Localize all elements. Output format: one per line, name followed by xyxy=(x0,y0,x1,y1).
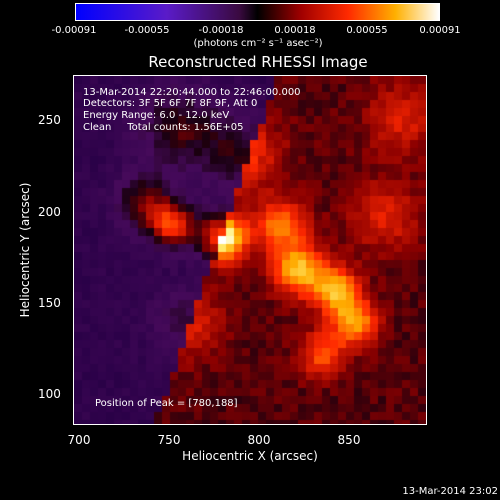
image-title: Reconstructed RHESSI Image xyxy=(148,53,368,71)
image-panel: 13-Mar-2014 22:20:44.000 to 22:46:00.000… xyxy=(73,75,427,425)
x-tick: 700 xyxy=(67,433,91,447)
y-tick: 100 xyxy=(38,387,61,401)
x-axis-label: Heliocentric X (arcsec) xyxy=(182,449,318,463)
method-counts-label: Clean Total counts: 1.56E+05 xyxy=(83,122,244,133)
colorbar-tick: 0.00055 xyxy=(346,25,388,36)
energy-range-label: Energy Range: 6.0 - 12.0 keV xyxy=(83,110,230,121)
y-tick: 200 xyxy=(38,205,61,219)
y-axis-label: Heliocentric Y (arcsec) xyxy=(18,182,32,318)
x-tick: 800 xyxy=(247,433,271,447)
peak-position-label: Position of Peak = [780,188] xyxy=(95,398,238,409)
y-tick: 150 xyxy=(38,296,61,310)
x-tick: 850 xyxy=(337,433,361,447)
colorbar-tick: 0.00091 xyxy=(419,25,461,36)
y-tick: 250 xyxy=(38,113,61,127)
colorbar-tick: 0.00018 xyxy=(274,25,316,36)
x-tick: 750 xyxy=(157,433,181,447)
time-range-label: 13-Mar-2014 22:20:44.000 to 22:46:00.000 xyxy=(83,87,301,98)
timestamp-footer: 13-Mar-2014 23:02 xyxy=(402,486,498,497)
colorbar-tick: -0.00055 xyxy=(124,25,170,36)
colorbar-tick: -0.00018 xyxy=(198,25,244,36)
colorbar-units: (photons cm⁻² s⁻¹ asec⁻²) xyxy=(193,38,323,49)
detectors-label: Detectors: 3F 5F 6F 7F 8F 9F, Att 0 xyxy=(83,98,258,109)
colorbar-tick: -0.00091 xyxy=(51,25,97,36)
colorbar xyxy=(75,3,440,21)
rhessi-heatmap xyxy=(74,76,426,424)
